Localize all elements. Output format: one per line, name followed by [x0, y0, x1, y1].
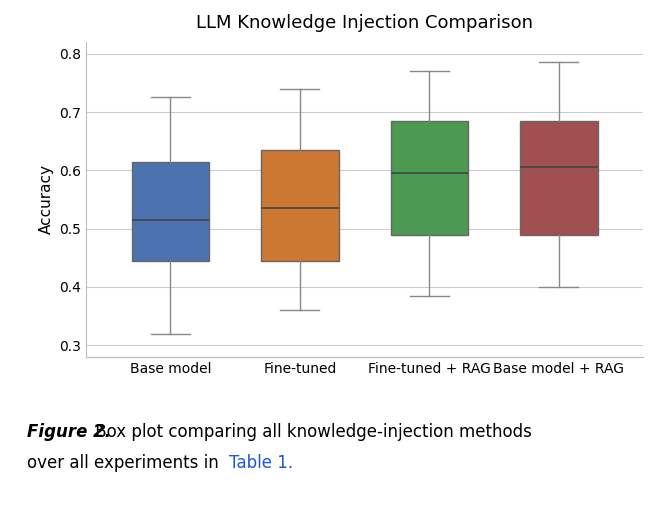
Y-axis label: Accuracy: Accuracy	[38, 164, 54, 235]
PathPatch shape	[261, 150, 339, 261]
PathPatch shape	[391, 121, 468, 235]
Text: Box plot comparing all knowledge-injection methods: Box plot comparing all knowledge-injecti…	[90, 423, 531, 440]
Text: Table 1.: Table 1.	[229, 454, 293, 472]
Text: over all experiments in: over all experiments in	[27, 454, 229, 472]
Title: LLM Knowledge Injection Comparison: LLM Knowledge Injection Comparison	[196, 14, 533, 32]
PathPatch shape	[520, 121, 598, 235]
Text: Figure 2.: Figure 2.	[27, 423, 111, 440]
PathPatch shape	[131, 162, 210, 261]
